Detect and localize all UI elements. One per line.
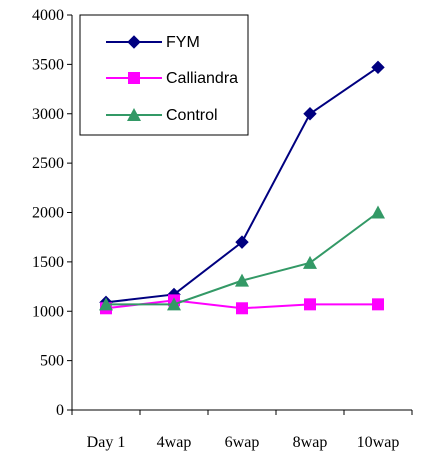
data-point-control bbox=[371, 205, 385, 219]
legend: FYM Calliandra Control bbox=[79, 14, 249, 136]
y-tick-label: 4000 bbox=[32, 7, 64, 24]
plot-area: 0 500 1000 1500 2000 2500 3000 3500 4000 Day 1 4wa… bbox=[32, 7, 413, 451]
y-tick-label: 2500 bbox=[32, 155, 64, 172]
x-tick-label: 8wap bbox=[293, 434, 328, 451]
data-point-control bbox=[167, 297, 181, 311]
data-point-calliandra bbox=[236, 302, 248, 315]
legend-marker-fym bbox=[127, 35, 141, 49]
legend-label-control: Control bbox=[166, 107, 218, 124]
y-tick-label: 3000 bbox=[32, 106, 64, 123]
legend-marker-calliandra bbox=[128, 72, 140, 84]
y-tick-label: 1000 bbox=[32, 303, 64, 320]
data-point-fym bbox=[235, 235, 249, 249]
x-tick-label: Day 1 bbox=[87, 434, 126, 451]
y-tick-label: 500 bbox=[40, 353, 64, 370]
series-line-control bbox=[106, 211, 379, 306]
data-point-calliandra bbox=[372, 298, 384, 311]
y-tick-label: 3500 bbox=[32, 56, 64, 73]
y-tick-label: 0 bbox=[56, 402, 64, 419]
data-point-control bbox=[99, 297, 113, 311]
data-point-calliandra bbox=[304, 298, 316, 311]
y-tick-label: 1500 bbox=[32, 254, 64, 271]
data-point-fym bbox=[303, 107, 317, 121]
x-tick-label: 6wap bbox=[225, 434, 260, 451]
data-point-control bbox=[235, 273, 249, 287]
y-tick-label: 2000 bbox=[32, 205, 64, 222]
legend-marker-control bbox=[127, 108, 141, 121]
x-tick-label: 10wap bbox=[357, 434, 400, 451]
legend-label-calliandra: Calliandra bbox=[166, 70, 238, 87]
data-point-control bbox=[303, 255, 317, 269]
x-tick-label: 4wap bbox=[157, 434, 192, 451]
data-point-fym bbox=[371, 60, 385, 75]
legend-label-fym: FYM bbox=[166, 34, 200, 51]
